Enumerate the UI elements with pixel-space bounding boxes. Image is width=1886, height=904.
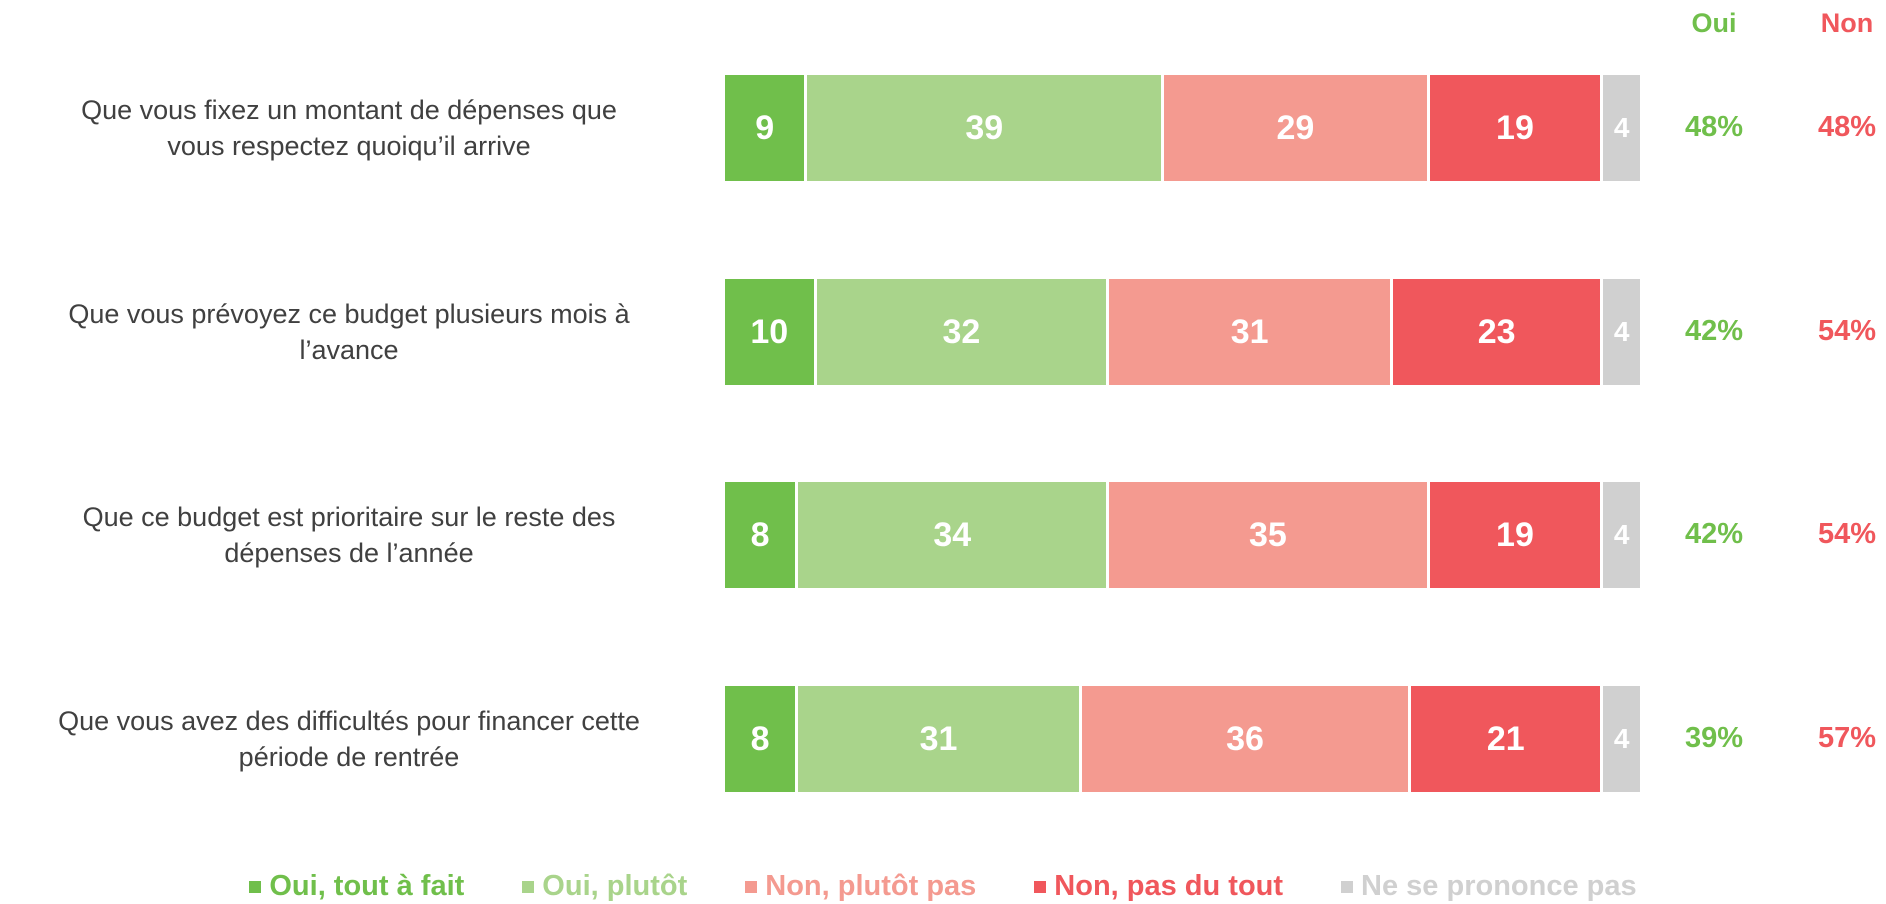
bar-segment: 31 [1109, 279, 1393, 385]
legend: Oui, tout à fait Oui, plutôt Non, plutôt p… [0, 870, 1886, 903]
segment-label: 39 [965, 108, 1004, 147]
bar-segment: 19 [1429, 482, 1604, 588]
summary-header: Non [1820, 8, 1874, 38]
legend-label: Oui, tout à fait [269, 870, 465, 902]
bar-segment: 31 [798, 686, 1082, 792]
summary-value: 54% [1817, 518, 1877, 550]
category-line: période de rentrée [238, 742, 460, 772]
legend-item: Non, pas du tout [1034, 870, 1283, 903]
summary-value: 57% [1817, 722, 1877, 754]
legend-swatch [1034, 880, 1047, 893]
category-line: vous respectez quoiqu’il arrive [167, 131, 531, 161]
segment-label: 23 [1477, 312, 1516, 351]
bar-segment: 29 [1164, 75, 1430, 181]
bar-segment: 19 [1429, 75, 1604, 181]
bar-row: 10 32 31 23 4 [725, 279, 1640, 385]
bar-segment: 4 [1603, 75, 1640, 181]
bar-segment: 8 [725, 686, 799, 792]
bar-segment: 8 [725, 482, 799, 588]
summary-value: 39% [1684, 722, 1744, 754]
category-label: Que vous avez des difficultés pour finan… [4, 686, 694, 792]
summary-value: 42% [1684, 315, 1744, 347]
bar-segment: 23 [1392, 279, 1604, 385]
bar-segment: 9 [725, 75, 808, 181]
segment-label: 4 [1613, 723, 1630, 754]
category-line: Que vous fixez un montant de dépenses qu… [81, 95, 617, 125]
segment-label: 29 [1276, 108, 1315, 147]
bar-segment: 32 [816, 279, 1110, 385]
category-line: dépenses de l’année [224, 538, 474, 568]
category-label: Que vous prévoyez ce budget plusieurs mo… [4, 279, 694, 385]
legend-item: Oui, plutôt [522, 870, 687, 903]
bar-segment: 10 [725, 279, 817, 385]
bar-segment: 4 [1603, 686, 1640, 792]
summary-header: Oui [1691, 8, 1737, 38]
segment-label: 31 [919, 719, 958, 758]
segment-label: 8 [750, 719, 770, 758]
segment-label: 21 [1486, 719, 1525, 758]
segment-label: 10 [750, 312, 789, 351]
segment-label: 36 [1226, 719, 1264, 758]
legend-label: Non, pas du tout [1054, 870, 1284, 902]
bar-row: 9 39 29 19 4 [725, 75, 1640, 181]
segment-label: 4 [1613, 519, 1630, 550]
category-line: Que ce budget est prioritaire sur le res… [82, 502, 616, 532]
segment-label: 9 [755, 108, 775, 147]
summary-value: 48% [1817, 111, 1877, 143]
segment-label: 4 [1613, 112, 1630, 143]
category-line: l’avance [299, 335, 399, 365]
bar-segment: 39 [807, 75, 1165, 181]
summary-value: 42% [1684, 518, 1744, 550]
segment-label: 34 [933, 515, 972, 554]
legend-label: Non, plutôt pas [765, 870, 977, 902]
category-label: Que ce budget est prioritaire sur le res… [4, 482, 694, 588]
segment-label: 4 [1613, 316, 1630, 347]
segment-label: 31 [1230, 312, 1269, 351]
summary-value: 54% [1817, 315, 1877, 347]
bar-segment: 21 [1411, 686, 1604, 792]
legend-label: Oui, plutôt [542, 870, 688, 902]
category-line: Que vous prévoyez ce budget plusieurs mo… [68, 299, 630, 329]
legend-swatch [1341, 880, 1354, 893]
legend-item: Ne se prononce pas [1341, 870, 1637, 903]
legend-swatch [249, 880, 262, 893]
category-line: Que vous avez des difficultés pour finan… [58, 706, 640, 736]
category-label: Que vous fixez un montant de dépenses qu… [4, 75, 694, 181]
segment-label: 19 [1496, 515, 1534, 554]
segment-label: 19 [1496, 108, 1534, 147]
bar-row: 8 34 35 19 4 [725, 482, 1640, 588]
summary-value: 48% [1684, 111, 1744, 143]
bar-segment: 4 [1603, 482, 1640, 588]
bar-segment: 34 [798, 482, 1110, 588]
legend-item: Non, plutôt pas [745, 870, 976, 903]
legend-label: Ne se prononce pas [1361, 870, 1637, 902]
bar-segment: 36 [1081, 686, 1412, 792]
legend-swatch [522, 880, 535, 893]
bar-segment: 35 [1109, 482, 1430, 588]
segment-label: 32 [942, 312, 981, 351]
segment-label: 35 [1248, 515, 1287, 554]
segment-label: 8 [750, 515, 770, 554]
bar-row: 8 31 36 21 4 [725, 686, 1640, 792]
bar-segment: 4 [1603, 279, 1640, 385]
legend-swatch [745, 880, 758, 893]
legend-item: Oui, tout à fait [249, 870, 464, 903]
